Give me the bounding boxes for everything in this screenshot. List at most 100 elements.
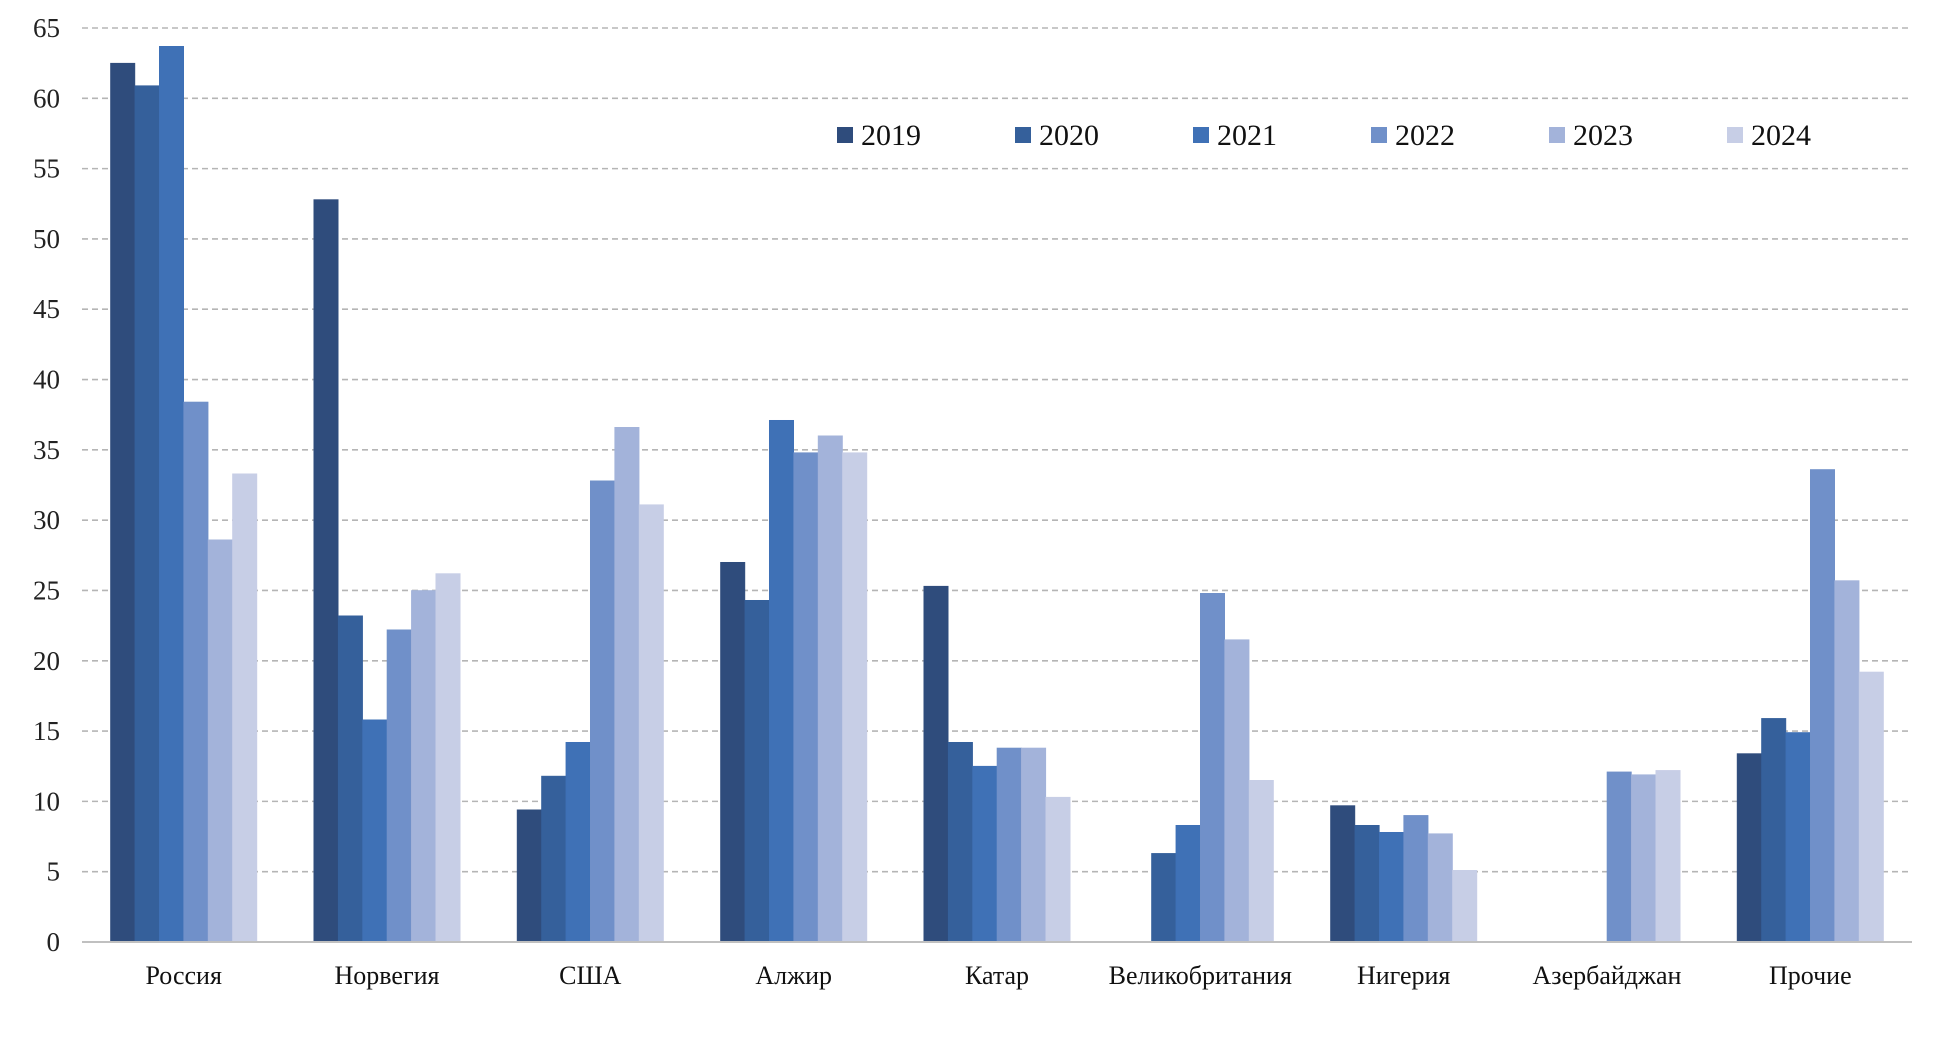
legend-item: 2022 (1371, 119, 1455, 152)
y-tick-label: 0 (47, 927, 61, 957)
x-tick-label: Алжир (755, 961, 832, 990)
bar (159, 45, 185, 943)
y-tick-label: 15 (33, 716, 60, 746)
bar (565, 741, 591, 943)
bar (1021, 747, 1047, 943)
x-tick-label: Азербайджан (1533, 961, 1682, 990)
x-tick-label: США (559, 961, 622, 990)
bar (996, 747, 1022, 943)
legend-label: 2021 (1217, 119, 1277, 152)
y-tick-label: 5 (47, 857, 61, 887)
bar-group (516, 426, 664, 943)
bar (362, 719, 388, 943)
bar (817, 435, 843, 943)
bar (1834, 580, 1860, 943)
bar (1200, 592, 1226, 943)
bar (1452, 869, 1478, 943)
bar (589, 480, 615, 943)
legend-item: 2021 (1193, 119, 1277, 152)
bar (768, 419, 794, 943)
y-tick-label: 60 (33, 83, 60, 113)
bar (541, 775, 567, 943)
x-tick-label: Нигерия (1357, 961, 1450, 990)
y-tick-label: 25 (33, 575, 60, 605)
bar (1224, 639, 1250, 943)
bar (1151, 853, 1177, 943)
bar (842, 452, 868, 943)
bar-group (313, 199, 461, 943)
bar (947, 741, 973, 943)
bar (411, 590, 437, 943)
bar (1606, 771, 1632, 943)
bar (923, 585, 949, 943)
x-tick-label: Прочие (1769, 961, 1852, 990)
legend-swatch (1727, 127, 1743, 143)
bar (183, 401, 209, 943)
bar (207, 539, 233, 943)
bar (1810, 469, 1836, 943)
legend-item: 2024 (1727, 119, 1811, 152)
bar-group (923, 585, 1071, 943)
legend-label: 2022 (1395, 119, 1455, 152)
bar-group (1330, 805, 1478, 943)
legend-swatch (1549, 127, 1565, 143)
bar (1330, 805, 1356, 943)
bar (1785, 732, 1811, 943)
legend-swatch (1371, 127, 1387, 143)
legend: 2019 2020 2021 2022 2023 2024 (837, 119, 1811, 152)
bar (232, 473, 258, 943)
y-tick-label: 50 (33, 224, 60, 254)
bar-group (1151, 592, 1274, 943)
bar-group (1606, 770, 1681, 943)
bar (1379, 831, 1405, 943)
legend-label: 2024 (1751, 119, 1811, 152)
bar (744, 599, 770, 943)
legend-item: 2020 (1015, 119, 1099, 152)
x-tick-label: Великобритания (1109, 961, 1292, 990)
y-axis-tick-labels: 0 5 10 15 20 25 30 35 40 45 50 55 60 65 (33, 13, 60, 957)
bar (720, 561, 746, 943)
bar (1655, 770, 1681, 943)
bars (110, 45, 1884, 943)
legend-item: 2023 (1549, 119, 1633, 152)
bar-group (720, 419, 868, 943)
y-tick-label: 20 (33, 646, 60, 676)
x-tick-label: Катар (965, 961, 1029, 990)
legend-swatch (1015, 127, 1031, 143)
legend-label: 2020 (1039, 119, 1099, 152)
legend-swatch (1193, 127, 1209, 143)
bar (435, 573, 461, 943)
legend-label: 2019 (861, 119, 921, 152)
bar (1175, 824, 1201, 943)
y-tick-label: 55 (33, 154, 60, 184)
bar (313, 199, 339, 943)
bar-group (1736, 469, 1884, 943)
bar (337, 615, 363, 943)
y-tick-label: 40 (33, 365, 60, 395)
y-tick-label: 30 (33, 505, 60, 535)
bar (1427, 833, 1453, 943)
bar (1248, 779, 1274, 943)
legend-label: 2023 (1573, 119, 1633, 152)
bar (386, 629, 412, 943)
legend-item: 2019 (837, 119, 921, 152)
bar (1403, 815, 1429, 943)
bar (1354, 824, 1380, 943)
bar (1736, 753, 1762, 943)
bar (1761, 718, 1787, 943)
bar (110, 62, 136, 943)
y-tick-label: 65 (33, 13, 60, 43)
x-axis-tick-labels: Россия Норвегия США Алжир Катар Великобритани… (145, 961, 1851, 990)
bar (516, 809, 542, 943)
bar (638, 504, 664, 943)
bar (1631, 774, 1657, 943)
y-tick-label: 35 (33, 435, 60, 465)
bar (972, 765, 998, 943)
bar (1045, 796, 1071, 943)
bar (793, 452, 819, 943)
bar (614, 426, 640, 943)
y-tick-label: 45 (33, 294, 60, 324)
x-tick-label: Россия (145, 961, 221, 990)
legend-swatch (837, 127, 853, 143)
